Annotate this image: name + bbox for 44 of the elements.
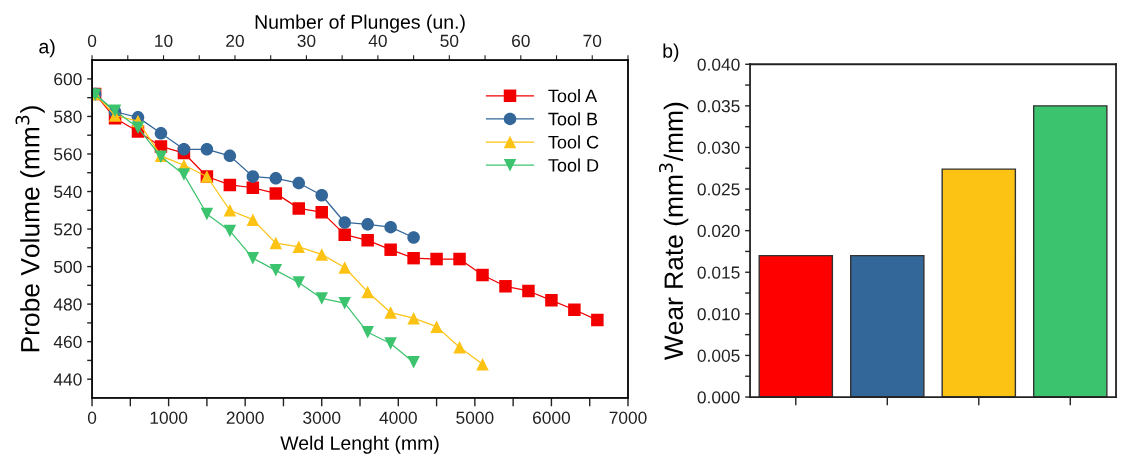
x2-tick-label: 60: [512, 34, 530, 47]
y-tick-label: 460: [53, 335, 82, 349]
legend-label: Tool D: [548, 158, 599, 172]
x-tick-label: 4000: [379, 411, 417, 424]
y-tick-label: 520: [54, 223, 82, 236]
x-axis-title: Weld Lenght (mm): [280, 435, 439, 454]
y-tick-label: 0.020: [697, 224, 740, 238]
y-tick-label: 580: [54, 110, 82, 123]
x-tick-label: 0: [87, 411, 97, 424]
x-tick-label: 6000: [532, 411, 571, 424]
text: b): [663, 43, 679, 62]
y-tick-label: 600: [54, 73, 82, 86]
y-tick-label: 0.030: [697, 141, 740, 154]
y-tick-label: 440: [53, 373, 82, 386]
x2-tick-label: 50: [440, 34, 459, 47]
x2-tick-label: 30: [297, 34, 316, 47]
y-tick-label: 0.015: [697, 266, 740, 279]
y-tick-label: 0.040: [697, 58, 740, 71]
x2-tick-label: 70: [583, 34, 602, 47]
y-axis-title: Probe Volume (mm$^{3}$): [15, 106, 45, 352]
text: a): [39, 39, 55, 58]
x2-tick-label: 0: [87, 34, 97, 47]
x-tick-label: 7000: [609, 411, 647, 424]
y-tick-label: 0.010: [697, 308, 740, 321]
x2-tick-label: 40: [368, 34, 387, 47]
y-tick-label: 500: [54, 260, 82, 274]
legend-label: Tool A: [548, 89, 598, 103]
y-tick-label: 0.035: [697, 100, 740, 113]
legend-label: Tool B: [548, 112, 598, 126]
y-tick-label: 480: [53, 298, 82, 311]
y-tick-label: 540: [54, 185, 82, 198]
x-tick-label: 1000: [150, 411, 188, 424]
x2-axis-title: Number of Plunges (un.): [255, 14, 465, 33]
x-tick-label: 5000: [456, 411, 494, 424]
x-tick-label: 2000: [226, 411, 264, 424]
x2-tick-label: 10: [155, 34, 173, 47]
y-axis-title: Wear Rate (mm$^{3}$/mm): [658, 102, 689, 361]
y-tick-label: 0.025: [697, 183, 740, 196]
y-tick-label: 0.000: [697, 391, 740, 404]
x-tick-label: 3000: [303, 411, 341, 424]
y-tick-label: 560: [54, 148, 82, 161]
x2-tick-label: 20: [226, 34, 244, 47]
legend-label: Tool C: [548, 135, 599, 149]
y-tick-label: 0.005: [697, 349, 740, 362]
